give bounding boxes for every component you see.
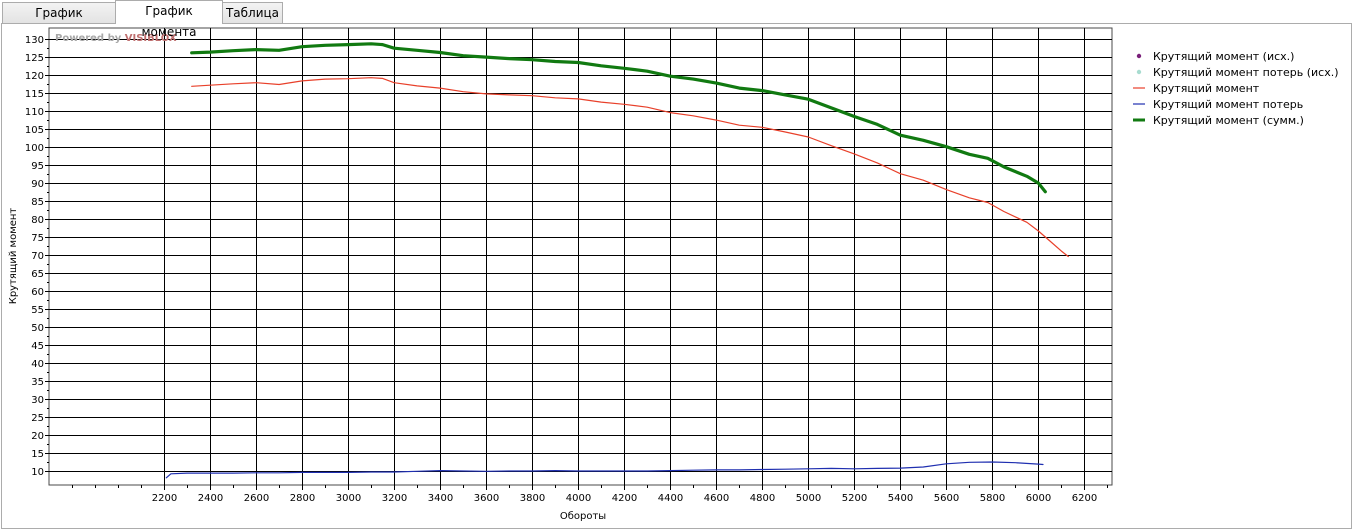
series-line-0 (191, 77, 1069, 258)
x-tick-label: 3400 (428, 493, 453, 504)
y-tick-label: 30 (31, 395, 44, 406)
x-tick-label: 2200 (152, 493, 177, 504)
y-tick-label: 130 (25, 35, 44, 46)
legend: Крутящий момент (исх.) Крутящий момент по… (1133, 50, 1339, 127)
y-tick-label: 90 (31, 179, 44, 190)
x-tick-label: 2400 (198, 493, 223, 504)
legend-label: Крутящий момент потерь (исх.) (1153, 66, 1339, 79)
series-line-2 (190, 42, 1047, 194)
y-tick-label: 60 (31, 287, 44, 298)
x-tick-label: 5400 (888, 493, 913, 504)
y-tick-label: 55 (31, 305, 44, 316)
y-tick-label: 95 (31, 161, 44, 172)
tab-table[interactable]: Таблица (222, 2, 283, 23)
series-line-1 (165, 461, 1044, 479)
visiblox-watermark: Powered by VISIBLOX (55, 33, 177, 44)
y-tick-label: 125 (25, 53, 44, 64)
legend-label: Крутящий момент (1153, 82, 1260, 95)
x-tick-label: 3600 (474, 493, 499, 504)
y-tick-label: 25 (31, 413, 44, 424)
x-tick-label: 5800 (980, 493, 1005, 504)
y-tick-label: 105 (25, 125, 44, 136)
x-tick-label: 3200 (382, 493, 407, 504)
x-tick-label: 4600 (704, 493, 729, 504)
y-tick-label: 40 (31, 359, 44, 370)
x-tick-label: 2800 (290, 493, 315, 504)
x-tick-label: 3800 (520, 493, 545, 504)
y-tick-label: 45 (31, 341, 44, 352)
y-tick-label: 50 (31, 323, 44, 334)
plot-area (48, 27, 1113, 486)
legend-label: Крутящий момент (сумм.) (1153, 114, 1304, 127)
legend-label: Крутящий момент потерь (1153, 98, 1303, 111)
y-tick-label: 85 (31, 197, 44, 208)
series-lines (165, 42, 1069, 479)
x-tick-label: 4400 (658, 493, 683, 504)
y-tick-label: 65 (31, 269, 44, 280)
y-tick-label: 80 (31, 215, 44, 226)
x-tick-label: 5200 (842, 493, 867, 504)
watermark-prefix: Powered by (55, 33, 125, 44)
grid-lines (49, 28, 1112, 485)
x-tick-label: 3000 (336, 493, 361, 504)
y-tick-label: 120 (25, 71, 44, 82)
x-axis-label: Обороты (560, 511, 606, 522)
y-tick-label: 75 (31, 233, 44, 244)
y-tick-label: 115 (25, 89, 44, 100)
y-tick-label: 20 (31, 431, 44, 442)
y-tick-label: 15 (31, 449, 44, 460)
tab-torque-chart[interactable]: График момента (115, 0, 223, 39)
y-tick-label: 70 (31, 251, 44, 262)
legend-label: Крутящий момент (исх.) (1153, 50, 1294, 63)
x-tick-label: 6000 (1026, 493, 1051, 504)
x-tick-label: 2600 (244, 493, 269, 504)
watermark-brand: VISIBLOX (125, 33, 177, 44)
x-axis-ticks: 2200 2400 2600 2800 3000 3200 3400 3600 3800 4000… (72, 485, 1108, 504)
x-tick-label: 4000 (566, 493, 591, 504)
x-tick-label: 5600 (934, 493, 959, 504)
y-axis-label: Крутящий момент (8, 208, 19, 305)
legend-marker (1136, 53, 1142, 59)
y-tick-label: 35 (31, 377, 44, 388)
y-tick-label: 110 (25, 107, 44, 118)
legend-marker (1136, 69, 1142, 75)
x-tick-label: 6200 (1072, 493, 1097, 504)
x-tick-label: 4200 (612, 493, 637, 504)
y-tick-label: 100 (25, 143, 44, 154)
y-axis-ticks: 10 15 20 25 30 35 40 45 50 55 60 65 70 75 80 85 90 95 100 1… (25, 35, 49, 478)
y-tick-label: 10 (31, 467, 44, 478)
x-tick-label: 4800 (750, 493, 775, 504)
x-tick-label: 5000 (796, 493, 821, 504)
